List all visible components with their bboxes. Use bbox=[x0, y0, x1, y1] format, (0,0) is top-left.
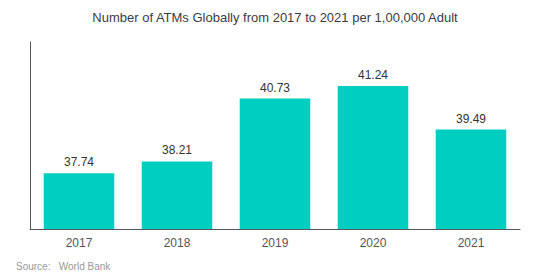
svg-text:39.49: 39.49 bbox=[456, 112, 486, 126]
svg-text:2017: 2017 bbox=[66, 236, 93, 250]
svg-text:2020: 2020 bbox=[360, 236, 387, 250]
svg-text:2019: 2019 bbox=[262, 236, 289, 250]
svg-text:40.73: 40.73 bbox=[260, 81, 290, 95]
svg-text:41.24: 41.24 bbox=[358, 68, 388, 82]
svg-text:38.21: 38.21 bbox=[162, 143, 192, 157]
svg-text:Number of ATMs Globally from 2: Number of ATMs Globally from 2017 to 202… bbox=[92, 10, 458, 25]
svg-text:2021: 2021 bbox=[458, 236, 485, 250]
svg-text:2018: 2018 bbox=[164, 236, 191, 250]
svg-text:Source: World Bank: Source: World Bank bbox=[16, 261, 111, 272]
svg-text:37.74: 37.74 bbox=[64, 155, 94, 169]
